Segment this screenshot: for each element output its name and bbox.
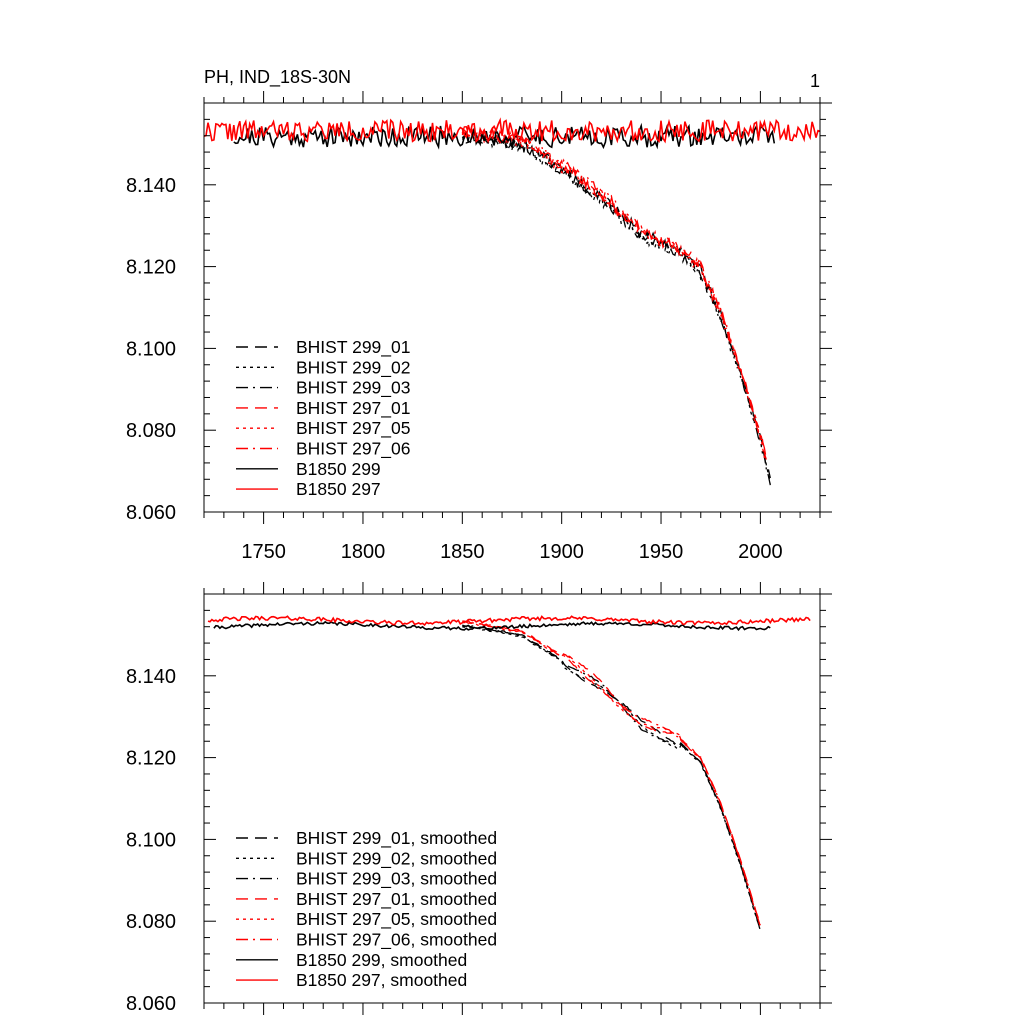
series-line-5: [461, 128, 767, 459]
legend-label: BHIST 297_01: [296, 398, 410, 419]
series-line-4: [462, 620, 762, 926]
chart-title: PH, IND_18S-30N: [204, 67, 351, 88]
series-group: [207, 615, 811, 931]
legend-label: BHIST 297_06: [296, 439, 410, 460]
x-tick-label: 1800: [341, 541, 386, 563]
y-tick-label: 8.120: [126, 748, 176, 770]
series-line-2: [461, 133, 771, 484]
y-tick-label: 8.100: [126, 338, 176, 360]
x-tick-label: 1850: [440, 541, 485, 563]
legend-label: BHIST 299_02, smoothed: [296, 848, 497, 869]
legend-label: B1850 297, smoothed: [296, 970, 467, 990]
x-tick-label: 2000: [738, 541, 783, 563]
series-line-1: [462, 129, 771, 479]
panel-number: 1: [810, 71, 820, 91]
series-line-6: [462, 621, 762, 927]
series-line-5: [462, 621, 762, 928]
x-tick-label: 1750: [241, 541, 286, 563]
legend-label: BHIST 299_02: [296, 357, 410, 378]
y-tick-label: 8.080: [126, 420, 176, 442]
legend-label: BHIST 299_01, smoothed: [296, 828, 497, 849]
y-tick-label: 8.060: [126, 993, 176, 1015]
y-tick-label: 8.060: [126, 502, 176, 524]
legend-label: B1850 299, smoothed: [296, 950, 467, 970]
bottom-panel: 8.060 8.080 8.100 8.120 8.140 BHIST 299_01, s…: [126, 582, 832, 1015]
legend-label: B1850 299: [296, 459, 381, 479]
series-line-8: [207, 615, 811, 627]
series-line-7: [213, 620, 771, 632]
series-line-8: [204, 117, 820, 144]
legend-label: BHIST 299_03, smoothed: [296, 869, 497, 890]
x-tick-label: 1950: [639, 541, 684, 563]
y-tick-label: 8.120: [126, 257, 176, 279]
series-line-4: [461, 126, 767, 460]
plot-frame: [203, 593, 821, 1004]
series-line-6: [461, 125, 767, 460]
plot-frame: [203, 102, 821, 513]
legend-label: BHIST 297_05, smoothed: [296, 909, 497, 930]
legend-label: BHIST 297_05: [296, 418, 410, 439]
series-line-3: [462, 625, 762, 931]
legend-label: B1850 297: [296, 479, 381, 499]
x-tick-label: 1900: [539, 541, 584, 563]
legend-label: BHIST 297_06, smoothed: [296, 930, 497, 951]
series-line-3: [461, 128, 771, 486]
series-group: [204, 117, 820, 486]
y-tick-label: 8.080: [126, 911, 176, 933]
top-panel: 1750 1800 1850 1900 1950 2000 8.060 8.080 8.100 8…: [126, 91, 832, 563]
y-tick-label: 8.140: [126, 175, 176, 197]
legend-label: BHIST 299_01: [296, 337, 410, 358]
legend-label: BHIST 297_01, smoothed: [296, 889, 497, 910]
series-line-2: [462, 625, 762, 931]
series-line-1: [462, 624, 762, 930]
y-tick-label: 8.140: [126, 666, 176, 688]
y-tick-label: 8.100: [126, 829, 176, 851]
legend-label: BHIST 299_03: [296, 378, 410, 399]
